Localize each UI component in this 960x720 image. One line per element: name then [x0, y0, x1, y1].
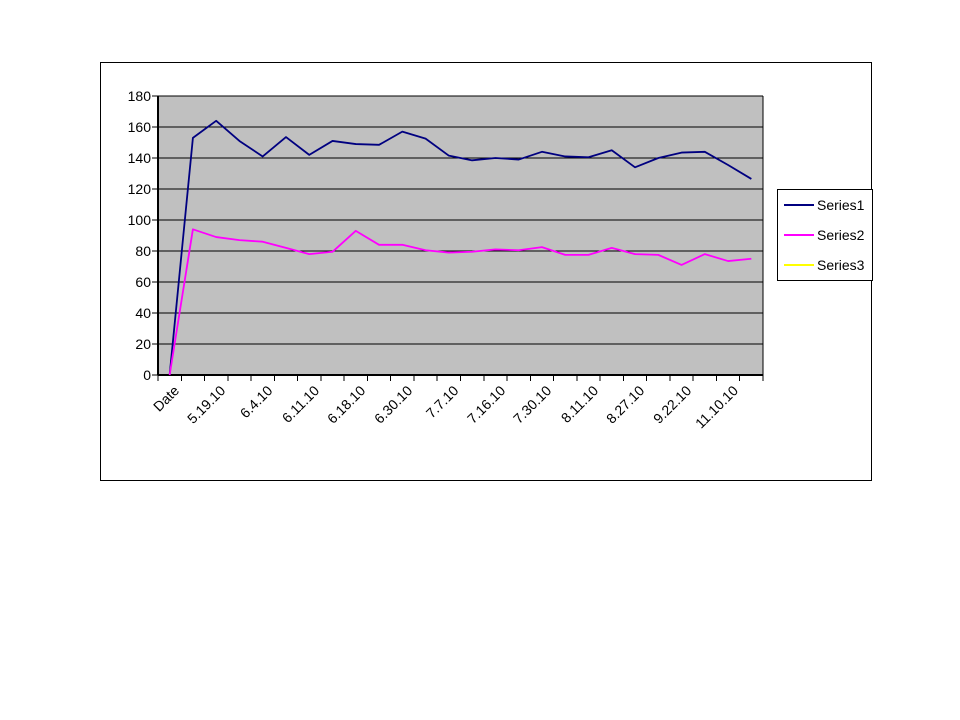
legend-label: Series2: [817, 227, 865, 243]
legend-line-sample: [784, 234, 814, 236]
chart-svg: [152, 95, 764, 381]
chart-frame[interactable]: 180 160 140 120 100 80 60 40 20 0 Date 5.19.10 6.4.…: [100, 62, 873, 481]
y-axis-label: 60: [135, 274, 151, 290]
series2-line: [168, 228, 752, 376]
y-axis-label: 0: [143, 367, 151, 383]
plot-area: [158, 96, 763, 375]
legend-line-sample: [784, 204, 814, 206]
legend-label: Series1: [817, 197, 865, 213]
y-axis-label: 100: [127, 212, 151, 228]
y-axis-label: 120: [127, 181, 151, 197]
series1-line: [168, 119, 752, 376]
y-axis-label: 40: [135, 305, 151, 321]
legend-label: Series3: [817, 257, 865, 273]
legend-entry: Series1: [778, 197, 872, 213]
legend-entry: Series2: [778, 227, 872, 243]
legend-line-sample: [784, 264, 814, 266]
y-axis-label: 140: [127, 150, 151, 166]
y-axis-label: 20: [135, 336, 151, 352]
y-axis-label: 180: [127, 88, 151, 104]
y-axis-label: 80: [135, 243, 151, 259]
chart-legend[interactable]: Series1 Series2 Series3: [777, 189, 873, 281]
legend-entry: Series3: [778, 257, 872, 273]
y-axis-label: 160: [127, 119, 151, 135]
